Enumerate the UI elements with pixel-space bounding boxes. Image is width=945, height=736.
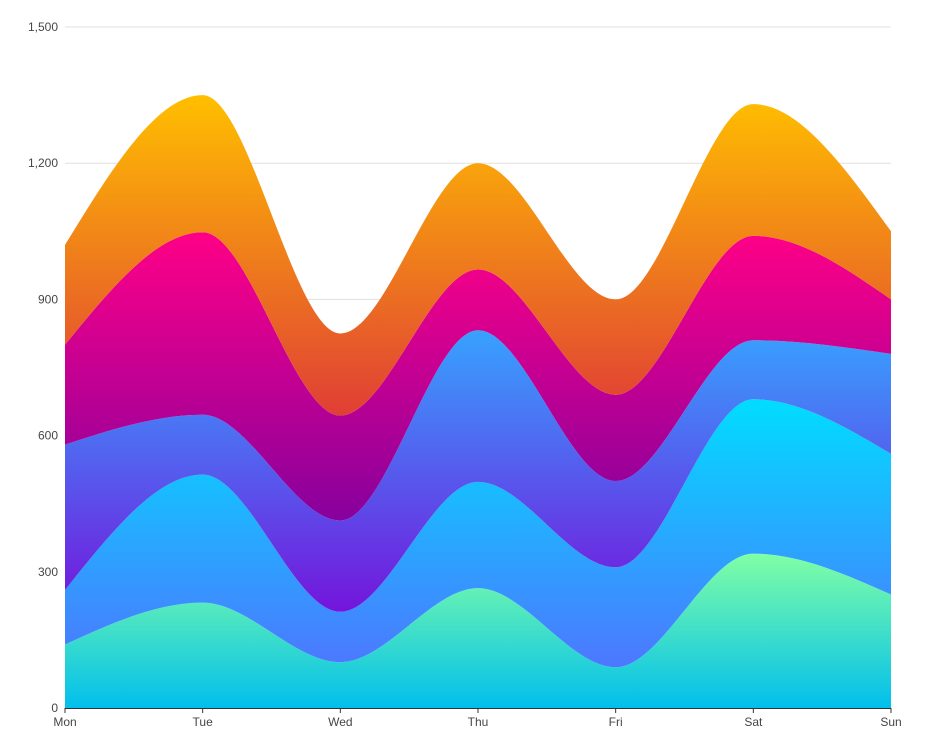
area-series-3 <box>65 330 891 612</box>
area-series-5 <box>65 95 891 416</box>
area-series-2 <box>65 399 891 668</box>
x-tick-label: Thu <box>468 715 489 729</box>
y-tick-label: 600 <box>38 429 58 443</box>
area-layer <box>65 95 891 708</box>
y-tick-label: 900 <box>38 292 58 306</box>
y-tick-label: 0 <box>51 701 58 715</box>
x-tick-label: Mon <box>53 715 76 729</box>
y-tick-label: 1,500 <box>28 20 58 34</box>
x-tick-label: Wed <box>328 715 352 729</box>
x-tick-label: Sat <box>744 715 763 729</box>
axis-layer: 0 300 600 900 1,200 1,500 Mon Tue Wed Thu Fri Sat Su… <box>28 20 902 729</box>
x-tick-label: Sun <box>880 715 901 729</box>
area-series-4 <box>65 232 891 521</box>
x-tick-label: Tue <box>193 715 214 729</box>
x-tick-label: Fri <box>609 715 623 729</box>
y-tick-label: 300 <box>38 565 58 579</box>
area-series-1 <box>65 553 891 708</box>
y-tick-label: 1,200 <box>28 156 58 170</box>
